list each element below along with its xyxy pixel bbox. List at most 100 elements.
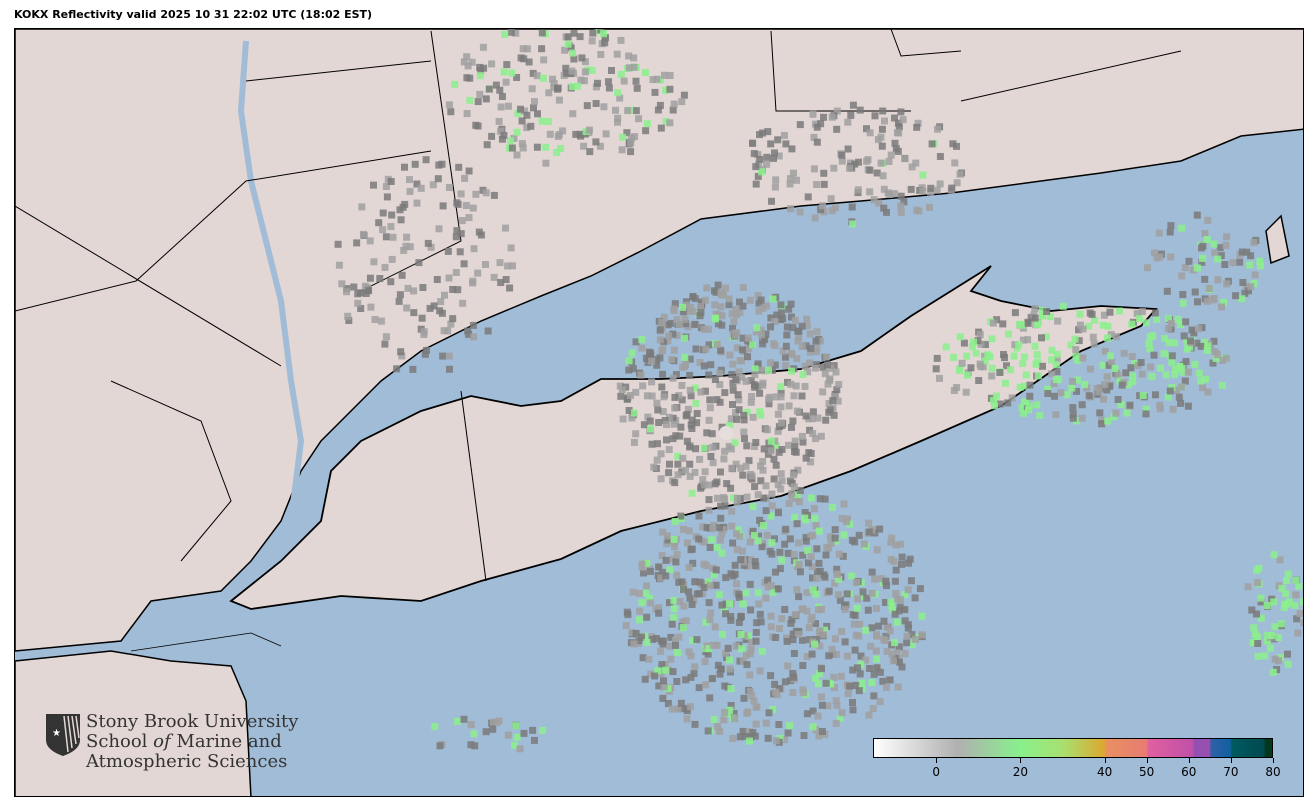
radar-echo-pixel: [1111, 365, 1119, 372]
radar-echo-pixel: [396, 206, 404, 214]
radar-echo-pixel: [789, 636, 797, 644]
radar-echo-pixel: [397, 348, 405, 356]
radar-echo-pixel: [586, 148, 594, 156]
radar-echo-pixel: [751, 732, 759, 740]
radar-echo-pixel: [984, 351, 992, 359]
radar-echo-pixel: [841, 638, 849, 646]
radar-echo-pixel: [338, 280, 346, 288]
radar-echo-pixel: [999, 320, 1007, 328]
radar-echo-pixel: [1218, 356, 1226, 364]
radar-echo-pixel: [474, 122, 482, 130]
radar-echo-pixel: [1198, 258, 1206, 266]
radar-echo-pixel: [846, 164, 854, 172]
radar-echo-pixel: [887, 538, 895, 546]
radar-echo-pixel: [786, 535, 794, 543]
radar-echo-pixel: [677, 512, 685, 520]
radar-echo-pixel: [741, 732, 749, 740]
radar-echo-pixel: [651, 672, 659, 680]
radar-echo-pixel: [822, 416, 830, 424]
radar-echo-pixel: [727, 445, 735, 453]
radar-echo-pixel: [655, 604, 663, 612]
radar-echo-pixel: [657, 76, 665, 84]
radar-echo-pixel: [655, 563, 663, 571]
radar-echo-pixel: [523, 124, 531, 132]
colorbar-tick-label: 0: [932, 765, 940, 779]
radar-echo-pixel: [731, 331, 739, 339]
radar-echo-pixel: [682, 301, 690, 309]
radar-echo-pixel: [705, 325, 712, 333]
radar-echo-pixel: [881, 117, 888, 125]
radar-echo-pixel: [653, 399, 661, 407]
radar-echo-pixel: [758, 331, 765, 338]
radar-echo-pixel: [811, 674, 819, 682]
radar-echo-pixel: [1170, 339, 1178, 347]
radar-echo-pixel: [690, 597, 698, 605]
radar-echo-pixel: [752, 703, 760, 711]
radar-echo-pixel: [843, 518, 850, 526]
radar-echo-pixel: [675, 321, 683, 329]
radar-echo-pixel: [449, 286, 457, 293]
radar-echo-pixel: [670, 346, 678, 354]
radar-echo-pixel: [1129, 372, 1136, 380]
radar-echo-pixel: [1179, 299, 1187, 307]
radar-echo-pixel: [674, 452, 682, 460]
radar-echo-pixel: [749, 341, 757, 349]
radar-echo-pixel: [1284, 570, 1292, 578]
radar-echo-pixel: [460, 715, 468, 723]
radar-echo-pixel: [676, 432, 684, 440]
radar-echo-pixel: [451, 80, 459, 88]
radar-echo-pixel: [668, 620, 676, 628]
radar-echo-pixel: [1178, 272, 1186, 280]
radar-echo-pixel: [626, 392, 634, 399]
radar-echo-pixel: [789, 689, 797, 697]
radar-echo-pixel: [1203, 347, 1211, 354]
radar-echo-pixel: [367, 303, 375, 311]
radar-echo-pixel: [627, 148, 635, 156]
radar-echo-pixel: [775, 423, 783, 431]
radar-echo-pixel: [482, 261, 489, 268]
radar-echo-pixel: [799, 686, 807, 694]
radar-echo-pixel: [729, 360, 737, 368]
radar-echo-pixel: [892, 541, 900, 549]
radar-echo-pixel: [561, 46, 569, 54]
radar-echo-pixel: [896, 603, 904, 611]
radar-echo-pixel: [1191, 288, 1199, 296]
radar-echo-pixel: [905, 559, 912, 567]
radar-echo-pixel: [822, 551, 830, 559]
radar-echo-pixel: [826, 377, 834, 385]
radar-echo-pixel: [782, 362, 790, 369]
radar-echo-pixel: [814, 680, 822, 688]
radar-echo-pixel: [467, 741, 475, 749]
radar-echo-pixel: [502, 276, 510, 283]
radar-echo-pixel: [628, 414, 636, 422]
radar-echo-pixel: [895, 643, 903, 651]
radar-echo-pixel: [808, 563, 816, 571]
radar-echo-pixel: [654, 440, 661, 448]
radar-echo-pixel: [657, 450, 665, 458]
radar-echo-pixel: [360, 230, 367, 238]
radar-echo-pixel: [844, 145, 852, 153]
radar-echo-pixel: [820, 631, 828, 639]
radar-echo-pixel: [1189, 266, 1197, 274]
radar-echo-pixel: [1100, 395, 1107, 403]
radar-echo-pixel: [856, 670, 864, 678]
radar-echo-pixel: [802, 537, 810, 545]
radar-echo-pixel: [716, 381, 724, 389]
radar-echo-pixel: [1216, 244, 1224, 252]
radar-echo-pixel: [934, 125, 941, 133]
radar-echo-pixel: [817, 120, 825, 128]
radar-echo-pixel: [785, 500, 793, 507]
radar-echo-pixel: [469, 321, 477, 329]
radar-echo-pixel: [1254, 640, 1262, 647]
radar-echo-pixel: [492, 81, 500, 89]
radar-echo-pixel: [447, 108, 455, 116]
radar-echo-pixel: [892, 590, 900, 597]
radar-echo-pixel: [788, 616, 796, 624]
colorbar-tick-label: 50: [1139, 765, 1155, 779]
radar-echo-pixel: [772, 176, 780, 184]
radar-echo-pixel: [693, 419, 701, 427]
radar-echo-pixel: [753, 324, 761, 332]
radar-echo-pixel: [644, 359, 652, 366]
radar-echo-pixel: [602, 34, 609, 42]
radar-echo-pixel: [1146, 345, 1154, 353]
